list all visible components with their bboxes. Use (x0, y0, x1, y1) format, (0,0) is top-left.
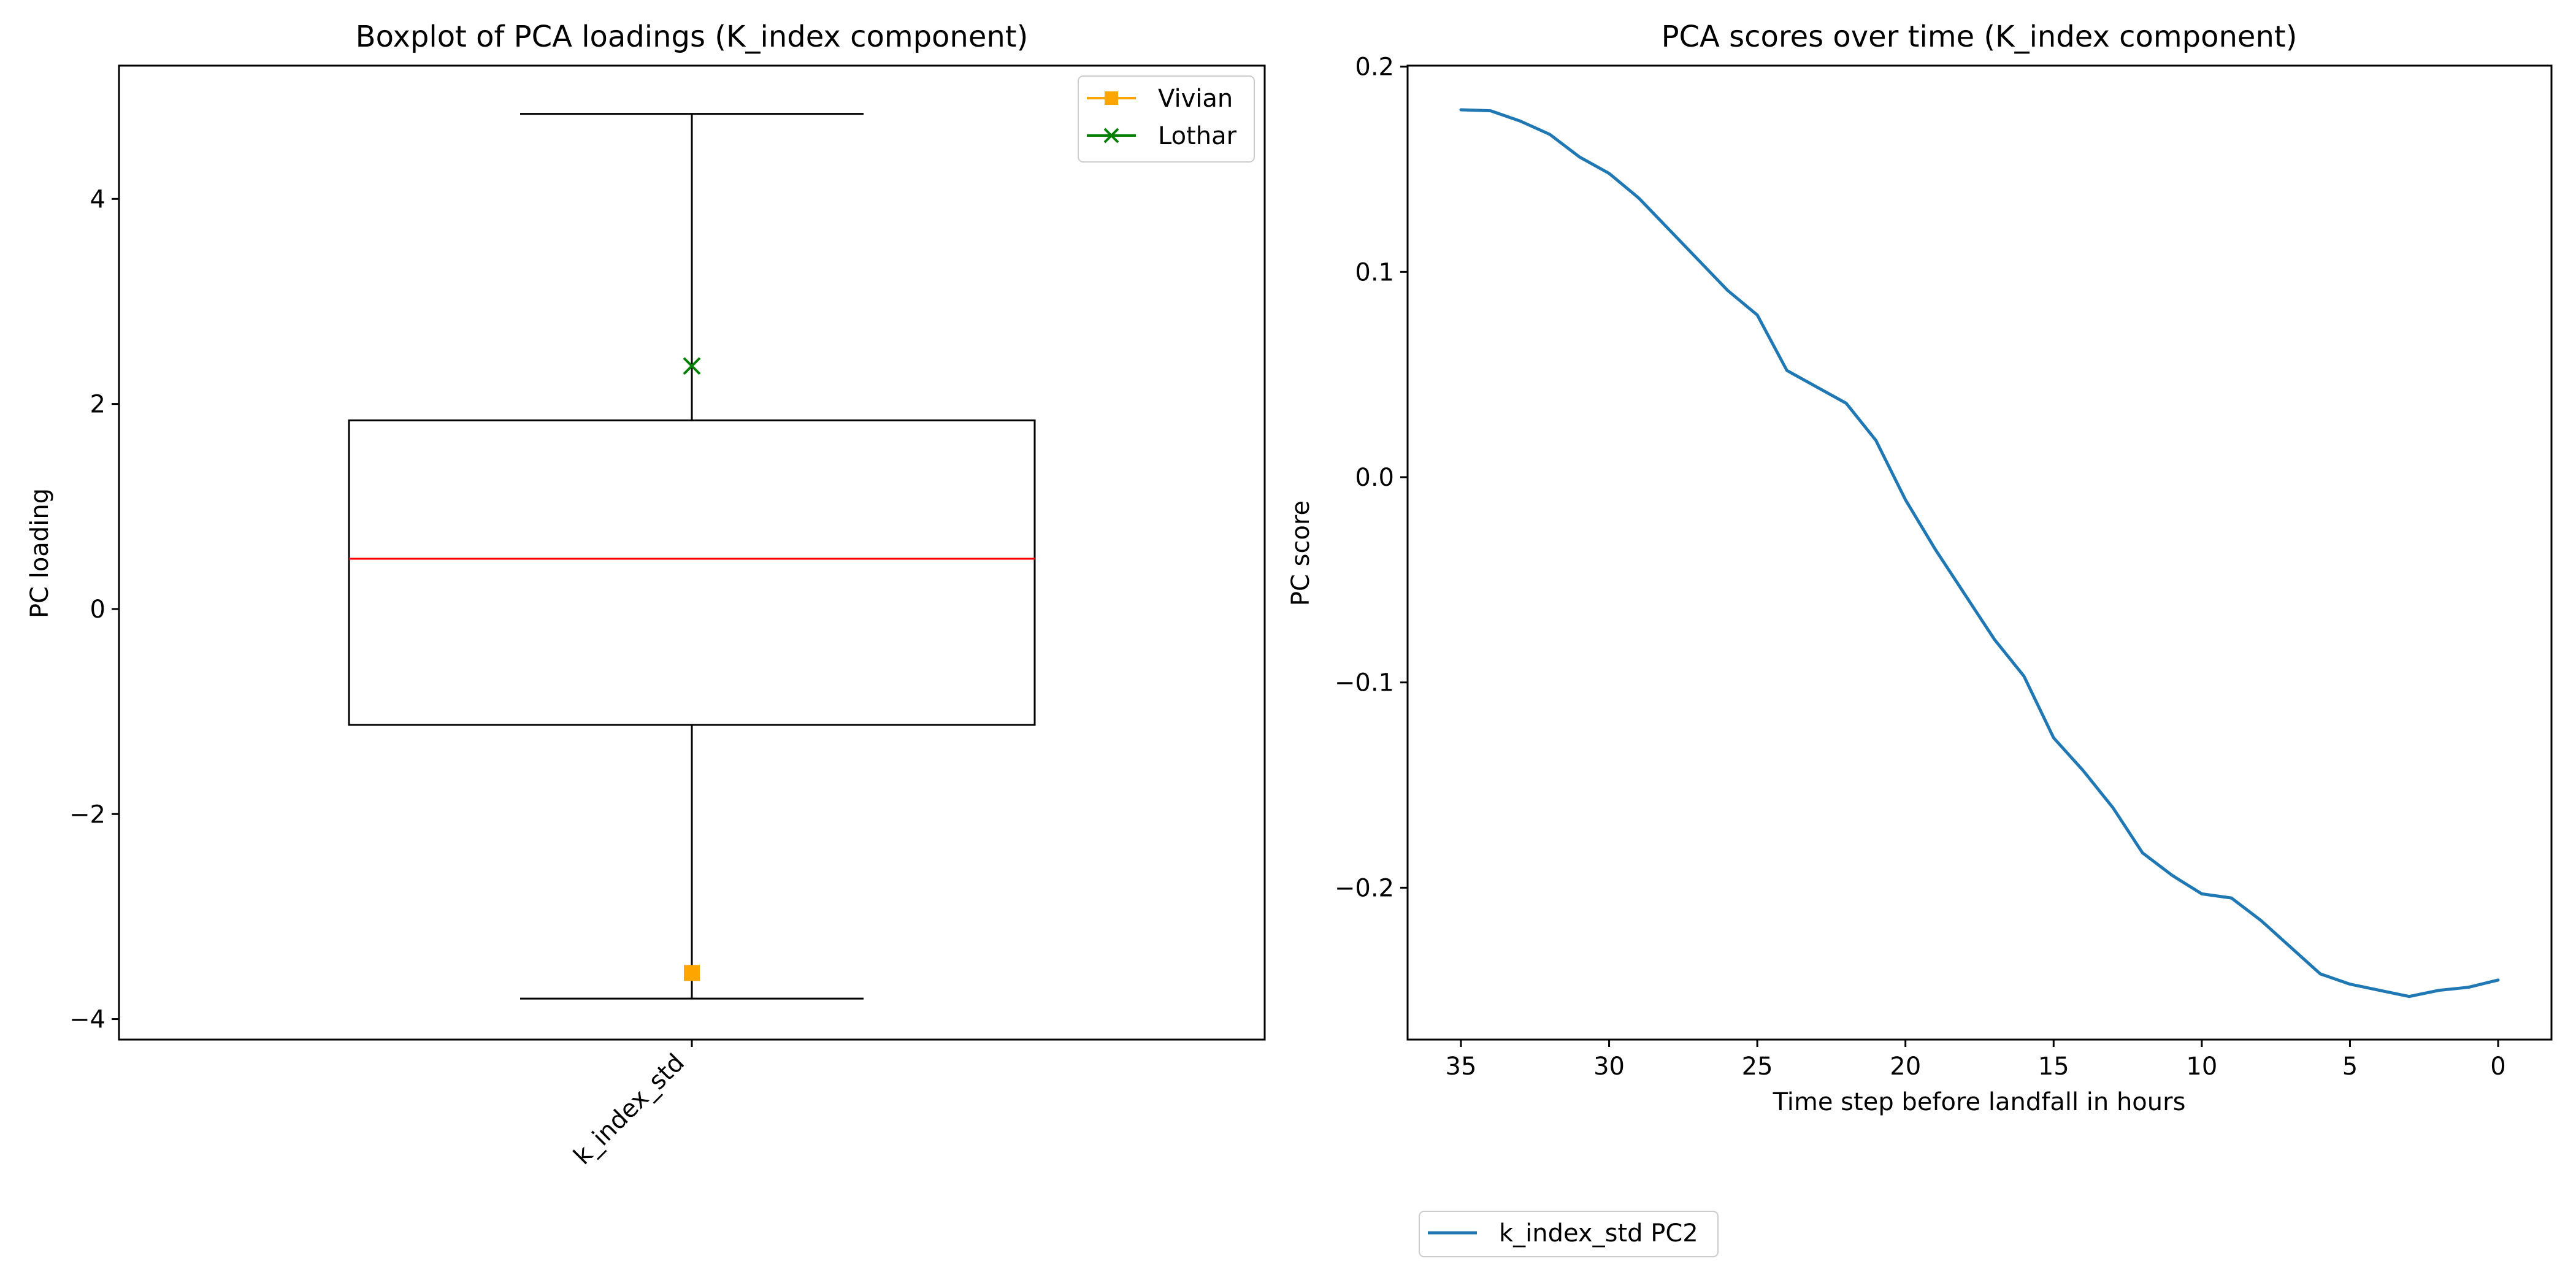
marker-lothar (683, 357, 701, 375)
line-chart-x-axis-label: Time step before landfall in hours (1773, 1088, 2186, 1116)
line-chart-legend: k_index_std PC2 (1419, 1211, 1719, 1257)
boxplot-y-ticks: −4 −2 0 2 4 (69, 185, 119, 1034)
y-tick-label: 0 (90, 596, 105, 624)
legend-square-marker-icon (1105, 91, 1118, 105)
marker-vivian (684, 965, 700, 981)
y-tick-label: 0.1 (1355, 258, 1394, 286)
legend-item-vivian: Vivian (1087, 85, 1233, 113)
line-panel: PCA scores over time (K_index component)… (1287, 20, 2553, 1116)
legend-item-lothar: Lothar (1087, 122, 1237, 150)
x-tick-label: 15 (2038, 1052, 2069, 1081)
boxplot-marks (348, 113, 1036, 1000)
legend-label-vivian: Vivian (1158, 85, 1233, 113)
x-tick-label: 20 (1890, 1052, 1921, 1081)
line-chart-y-ticks: −0.2 −0.1 0.0 0.1 0.2 (1335, 53, 1408, 902)
x-tick-label: 0 (2490, 1052, 2505, 1081)
y-tick-label: 0.2 (1355, 53, 1394, 82)
x-tick-label: 35 (1446, 1052, 1477, 1081)
boxplot-y-axis-label: PC loading (26, 488, 54, 618)
line-chart-marks (1459, 108, 2500, 999)
y-tick-label: 2 (90, 391, 105, 419)
x-tick-label: 30 (1593, 1052, 1625, 1081)
line-chart-title: PCA scores over time (K_index component) (1662, 20, 2298, 54)
y-tick-label: −0.1 (1335, 669, 1394, 697)
y-tick-label: 4 (90, 185, 105, 213)
legend-label-lothar: Lothar (1158, 122, 1237, 150)
boxplot-title: Boxplot of PCA loadings (K_index compone… (356, 20, 1029, 54)
y-tick-label: −0.2 (1335, 874, 1394, 902)
legend-label-k-index-std-pc2: k_index_std PC2 (1499, 1219, 1698, 1248)
x-tick-label: 25 (1742, 1052, 1773, 1081)
line-chart-axes-frame (1406, 64, 2553, 1041)
y-tick-label: −4 (69, 1006, 105, 1034)
boxplot-legend: Vivian Lothar (1078, 75, 1255, 163)
legend-x-marker-icon (1103, 128, 1119, 144)
y-tick-label: 0.0 (1355, 464, 1394, 492)
y-tick-label: −2 (69, 800, 105, 829)
line-chart-x-ticks: 35 30 25 20 15 10 5 0 (1446, 1040, 2506, 1081)
line-chart-legend-frame (1419, 1211, 1719, 1257)
box-iqr (348, 419, 1036, 726)
line-chart-y-axis-label: PC score (1287, 500, 1315, 606)
x-tick-label: 5 (2342, 1052, 2358, 1081)
series-line-k-index-std-pc2 (1459, 108, 2500, 999)
boxplot-axes-frame (118, 64, 1266, 1041)
x-tick-label: 10 (2186, 1052, 2217, 1081)
